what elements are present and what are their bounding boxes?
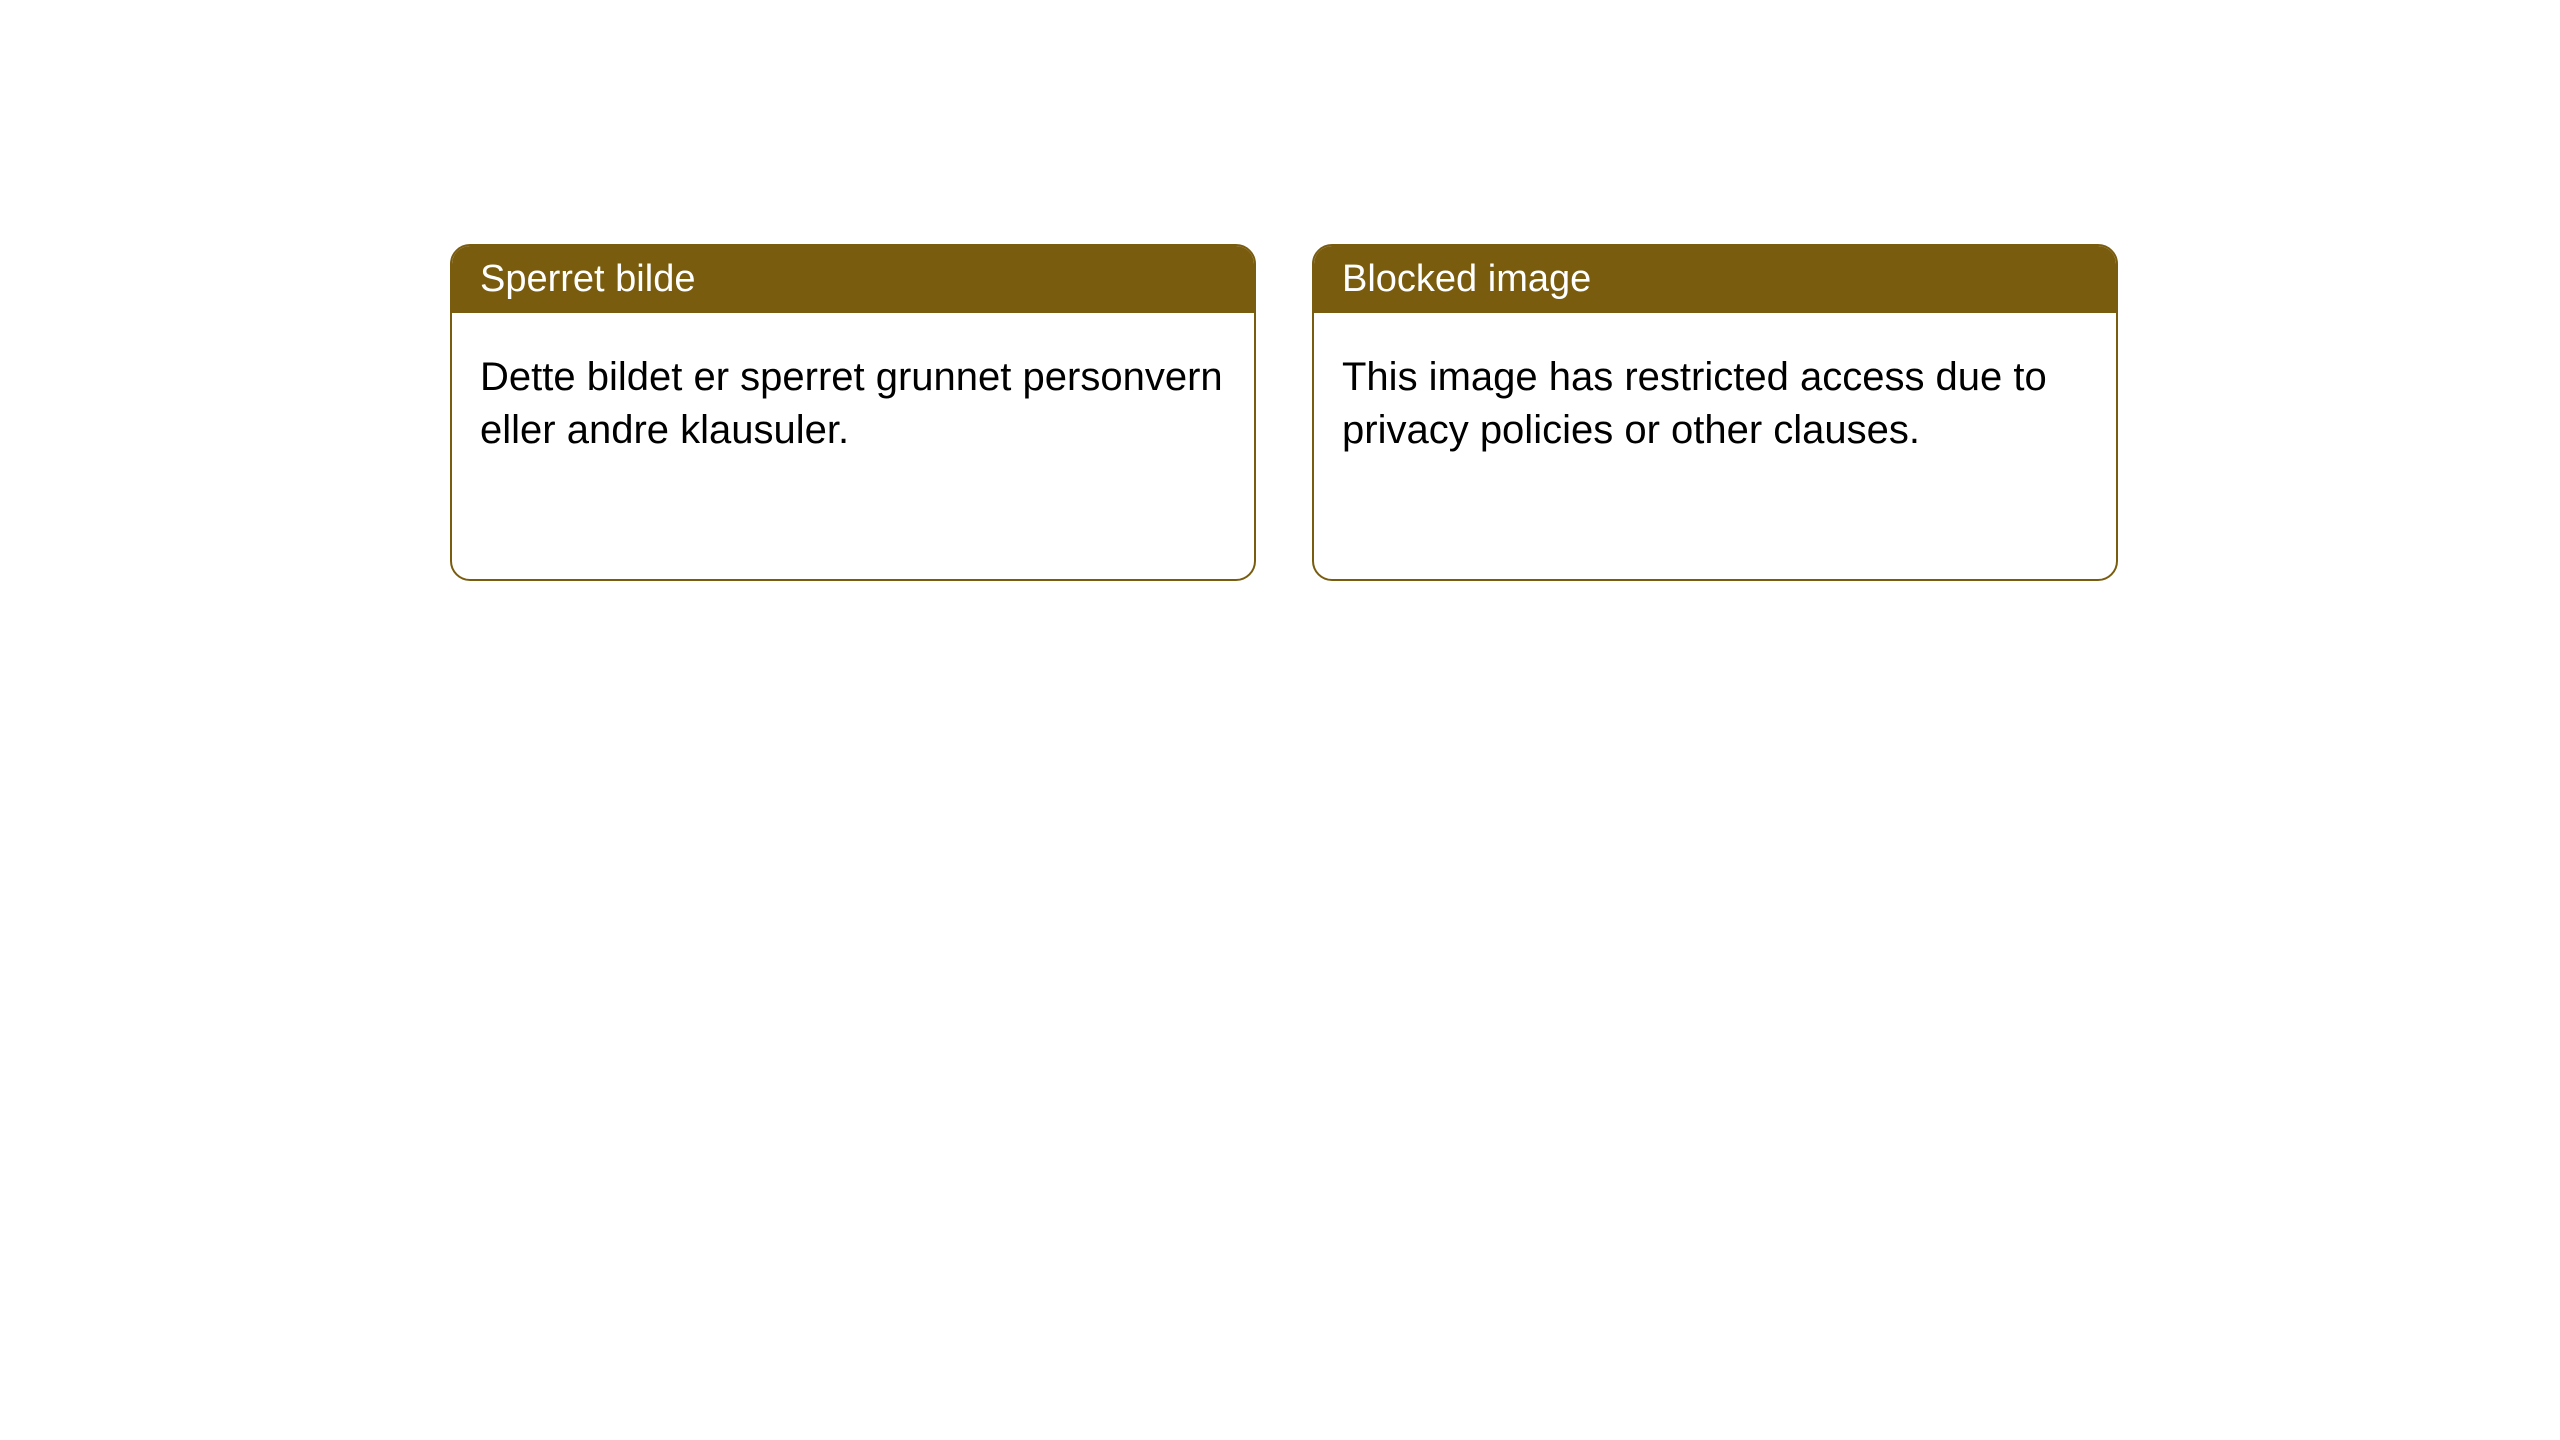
notice-card-norwegian: Sperret bilde Dette bildet er sperret gr…	[450, 244, 1256, 581]
notice-header: Blocked image	[1314, 246, 2116, 313]
notice-body: This image has restricted access due to …	[1314, 313, 2116, 495]
notice-body: Dette bildet er sperret grunnet personve…	[452, 313, 1254, 495]
notice-header: Sperret bilde	[452, 246, 1254, 313]
notice-container: Sperret bilde Dette bildet er sperret gr…	[0, 0, 2560, 581]
notice-card-english: Blocked image This image has restricted …	[1312, 244, 2118, 581]
